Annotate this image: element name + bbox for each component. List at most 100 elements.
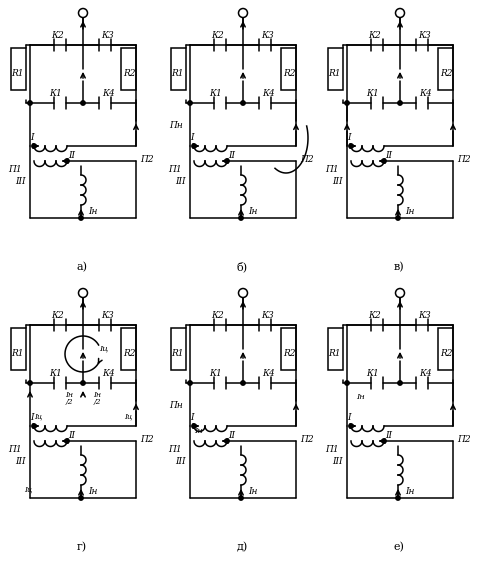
Text: К1: К1 bbox=[49, 369, 62, 378]
Circle shape bbox=[32, 424, 36, 428]
Text: П1: П1 bbox=[8, 165, 22, 174]
Text: К1: К1 bbox=[367, 89, 379, 98]
Text: К1: К1 bbox=[210, 369, 222, 378]
Circle shape bbox=[192, 144, 196, 148]
Text: III: III bbox=[175, 176, 185, 185]
Text: Iц: Iц bbox=[34, 413, 42, 421]
Text: К4: К4 bbox=[103, 89, 115, 98]
Circle shape bbox=[382, 159, 386, 163]
Text: I: I bbox=[347, 133, 351, 142]
Circle shape bbox=[28, 101, 32, 105]
Text: К1: К1 bbox=[210, 89, 222, 98]
Text: К2: К2 bbox=[52, 311, 64, 320]
Text: К3: К3 bbox=[419, 31, 432, 40]
Text: /2: /2 bbox=[93, 398, 101, 406]
Circle shape bbox=[398, 101, 402, 105]
Circle shape bbox=[188, 381, 192, 385]
Circle shape bbox=[398, 381, 402, 385]
Circle shape bbox=[65, 159, 69, 163]
Text: Iн: Iн bbox=[193, 427, 203, 435]
Text: II: II bbox=[228, 430, 236, 439]
Text: Iн: Iн bbox=[88, 487, 98, 496]
Text: R2: R2 bbox=[283, 70, 296, 79]
Text: Iн: Iн bbox=[88, 207, 98, 216]
Text: К2: К2 bbox=[369, 311, 382, 320]
Text: R2: R2 bbox=[123, 70, 136, 79]
Text: П2: П2 bbox=[300, 434, 314, 443]
Circle shape bbox=[241, 381, 245, 385]
Bar bbox=[11, 328, 26, 370]
Text: К2: К2 bbox=[212, 31, 224, 40]
Circle shape bbox=[349, 144, 353, 148]
Text: R1: R1 bbox=[328, 70, 341, 79]
Text: К2: К2 bbox=[52, 31, 64, 40]
Text: а): а) bbox=[76, 262, 87, 272]
Text: К3: К3 bbox=[102, 31, 114, 40]
Text: Пн: Пн bbox=[169, 120, 183, 129]
Circle shape bbox=[382, 439, 386, 443]
Text: е): е) bbox=[394, 542, 405, 552]
Text: Iц: Iц bbox=[24, 486, 32, 494]
Text: К2: К2 bbox=[212, 311, 224, 320]
Text: К1: К1 bbox=[49, 89, 62, 98]
Circle shape bbox=[396, 496, 400, 500]
Text: в): в) bbox=[394, 262, 404, 272]
Circle shape bbox=[192, 424, 196, 428]
Bar bbox=[281, 328, 296, 370]
Text: R1: R1 bbox=[328, 350, 341, 359]
Text: Пн: Пн bbox=[169, 401, 183, 410]
Circle shape bbox=[188, 101, 192, 105]
Bar bbox=[438, 48, 453, 90]
Text: III: III bbox=[15, 456, 25, 465]
Text: д): д) bbox=[236, 542, 248, 552]
Text: II: II bbox=[385, 151, 393, 160]
Circle shape bbox=[396, 216, 400, 220]
Text: R1: R1 bbox=[11, 70, 24, 79]
Text: II: II bbox=[69, 430, 75, 439]
Text: Iн: Iн bbox=[405, 487, 415, 496]
Circle shape bbox=[81, 381, 85, 385]
Text: П1: П1 bbox=[325, 165, 339, 174]
Text: Iц: Iц bbox=[99, 345, 108, 353]
Text: III: III bbox=[175, 456, 185, 465]
Circle shape bbox=[239, 496, 243, 500]
Text: III: III bbox=[332, 176, 342, 185]
Text: К4: К4 bbox=[420, 369, 432, 378]
Text: П2: П2 bbox=[457, 155, 471, 164]
Circle shape bbox=[225, 159, 229, 163]
Text: Iн: Iн bbox=[93, 391, 101, 399]
Text: Iн: Iн bbox=[405, 207, 415, 216]
Text: П1: П1 bbox=[8, 445, 22, 454]
Text: П1: П1 bbox=[325, 445, 339, 454]
Text: К3: К3 bbox=[419, 311, 432, 320]
Text: К4: К4 bbox=[263, 89, 276, 98]
Text: R2: R2 bbox=[440, 70, 453, 79]
Bar bbox=[328, 48, 343, 90]
Text: П1: П1 bbox=[168, 445, 182, 454]
Text: I: I bbox=[190, 133, 194, 142]
Circle shape bbox=[81, 101, 85, 105]
Circle shape bbox=[32, 144, 36, 148]
Text: I: I bbox=[30, 133, 34, 142]
Bar bbox=[121, 48, 136, 90]
Text: П1: П1 bbox=[168, 165, 182, 174]
Bar bbox=[281, 48, 296, 90]
Circle shape bbox=[225, 439, 229, 443]
Circle shape bbox=[345, 381, 349, 385]
Circle shape bbox=[239, 216, 243, 220]
Circle shape bbox=[79, 216, 83, 220]
Text: R1: R1 bbox=[11, 350, 24, 359]
Circle shape bbox=[79, 496, 83, 500]
Text: I: I bbox=[190, 413, 194, 422]
Text: П2: П2 bbox=[140, 155, 154, 164]
Text: III: III bbox=[332, 456, 342, 465]
Bar bbox=[121, 328, 136, 370]
Text: П2: П2 bbox=[457, 434, 471, 443]
Text: II: II bbox=[228, 151, 236, 160]
Text: Iц: Iц bbox=[124, 413, 132, 421]
Text: К1: К1 bbox=[367, 369, 379, 378]
Text: II: II bbox=[385, 430, 393, 439]
Bar bbox=[171, 48, 186, 90]
Text: I: I bbox=[347, 413, 351, 422]
Text: П2: П2 bbox=[300, 155, 314, 164]
